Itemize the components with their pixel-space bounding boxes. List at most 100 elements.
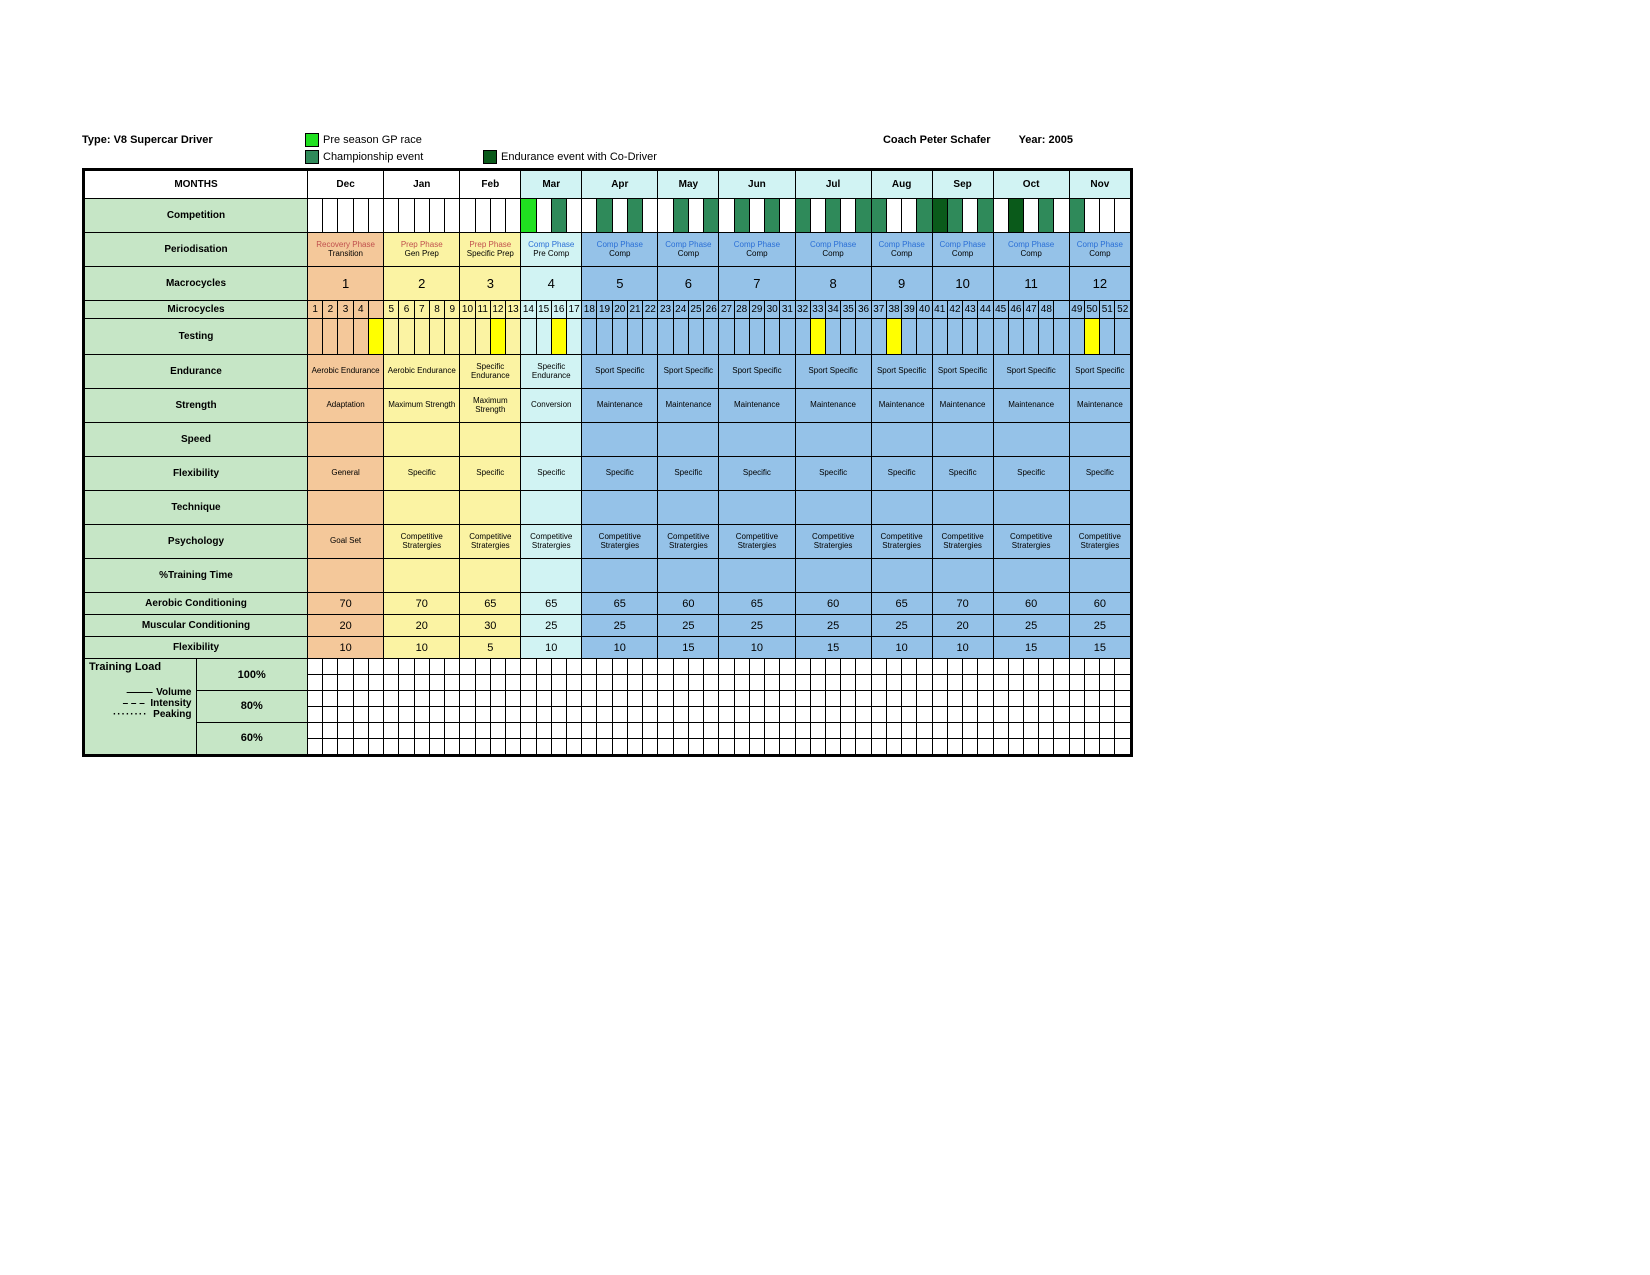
data-cell [1069, 659, 1084, 675]
data-cell [978, 691, 993, 707]
data-cell [841, 675, 856, 691]
data-cell [566, 675, 581, 691]
data-cell [963, 319, 978, 355]
data-cell [704, 659, 719, 675]
data-cell [947, 659, 962, 675]
data-cell [414, 319, 429, 355]
data-cell [384, 659, 399, 675]
data-cell [612, 691, 627, 707]
data-cell [947, 691, 962, 707]
data-cell [1069, 691, 1084, 707]
data-cell [963, 707, 978, 723]
data-cell [566, 659, 581, 675]
data-cell: 5 [460, 637, 521, 659]
data-cell [566, 691, 581, 707]
data-cell [323, 739, 338, 755]
data-cell [490, 319, 505, 355]
data-cell [399, 739, 414, 755]
data-cell [1115, 675, 1131, 691]
data-cell: Specific [871, 457, 932, 491]
data-cell [1054, 723, 1069, 739]
header-cell: Dec [308, 171, 384, 199]
data-cell: Competitive Stratergies [1069, 525, 1130, 559]
data-cell [475, 199, 490, 233]
data-cell [886, 723, 901, 739]
data-cell: 70 [308, 593, 384, 615]
data-cell [445, 739, 460, 755]
data-cell: 37 [871, 301, 886, 319]
data-cell [308, 675, 323, 691]
data-cell: 6 [658, 267, 719, 301]
data-cell [978, 707, 993, 723]
data-cell [399, 319, 414, 355]
data-cell [521, 659, 536, 675]
data-cell [414, 659, 429, 675]
data-cell: 45 [993, 301, 1008, 319]
data-cell [490, 723, 505, 739]
data-cell [932, 707, 947, 723]
data-cell [1024, 739, 1039, 755]
data-cell: 31 [780, 301, 795, 319]
data-cell: Competitive Stratergies [521, 525, 582, 559]
data-cell [917, 723, 932, 739]
data-cell: 10 [308, 637, 384, 659]
data-cell [780, 659, 795, 675]
data-cell [719, 423, 795, 457]
data-cell [871, 691, 886, 707]
row-label: Microcycles [85, 301, 308, 319]
data-cell [963, 723, 978, 739]
data-cell [917, 659, 932, 675]
data-cell [521, 491, 582, 525]
data-cell [673, 199, 688, 233]
data-cell [612, 199, 627, 233]
data-cell: 10 [521, 637, 582, 659]
data-cell [871, 659, 886, 675]
data-cell [308, 423, 384, 457]
data-cell [810, 199, 825, 233]
data-cell [719, 723, 734, 739]
data-cell [765, 319, 780, 355]
data-cell [810, 659, 825, 675]
data-cell [323, 199, 338, 233]
data-cell [368, 301, 383, 319]
data-cell: 6 [399, 301, 414, 319]
data-cell [597, 707, 612, 723]
data-cell [1024, 199, 1039, 233]
data-cell [932, 491, 993, 525]
data-cell [719, 199, 734, 233]
data-cell [765, 723, 780, 739]
row-label: Flexibility [85, 457, 308, 491]
data-cell: 25 [719, 615, 795, 637]
data-cell [688, 691, 703, 707]
data-cell: Comp PhaseComp [795, 233, 871, 267]
data-cell: 21 [627, 301, 642, 319]
data-cell [688, 659, 703, 675]
data-cell [825, 319, 840, 355]
data-cell: 25 [658, 615, 719, 637]
data-cell [627, 659, 642, 675]
data-cell [384, 559, 460, 593]
data-cell [993, 319, 1008, 355]
data-cell [978, 659, 993, 675]
data-cell [643, 319, 658, 355]
data-cell [1054, 199, 1069, 233]
data-cell: 11 [993, 267, 1069, 301]
data-cell [566, 739, 581, 755]
data-cell [795, 723, 810, 739]
data-cell [688, 199, 703, 233]
data-cell: Maintenance [658, 389, 719, 423]
data-cell [810, 319, 825, 355]
data-cell [1039, 707, 1054, 723]
data-cell [871, 723, 886, 739]
data-cell: Comp PhaseComp [1069, 233, 1130, 267]
data-cell: General [308, 457, 384, 491]
data-cell [871, 423, 932, 457]
data-cell: 8 [429, 301, 444, 319]
data-cell [323, 319, 338, 355]
data-cell [414, 199, 429, 233]
data-cell [308, 559, 384, 593]
data-cell [460, 659, 475, 675]
data-cell [932, 675, 947, 691]
data-cell [795, 423, 871, 457]
data-cell: Specific [582, 457, 658, 491]
